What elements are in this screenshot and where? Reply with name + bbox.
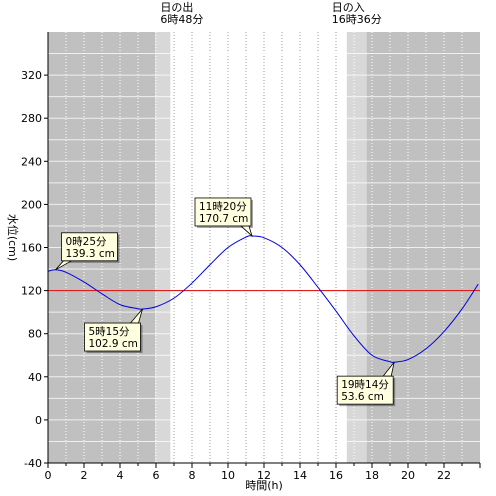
sunrise-header: 日の出 6時48分 (160, 0, 203, 26)
callout-time: 11時20分 (199, 201, 247, 213)
callout-box (84, 322, 141, 352)
y-axis-label: 水位(cm) (6, 214, 20, 261)
callout-value: 53.6 cm (341, 391, 384, 403)
callout-time: 19時14分 (341, 379, 389, 391)
x-tick-label: 22 (437, 469, 451, 482)
y-tick-labels: -40 0 40 80 120 160 200 240 280 320 (21, 69, 42, 470)
y-tick-label: 80 (28, 328, 42, 341)
x-tick-label: 2 (81, 469, 88, 482)
x-tick-label: 6 (153, 469, 160, 482)
callout-value: 170.7 cm (199, 213, 248, 225)
callout-box (61, 232, 118, 262)
sunrise-label: 日の出 (160, 0, 193, 14)
x-tick-label: 12 (257, 469, 271, 482)
x-tick-label: 10 (221, 469, 235, 482)
callout-box (194, 197, 252, 227)
y-tick-label: 280 (21, 112, 42, 125)
x-tick-label: 8 (189, 469, 196, 482)
x-tick-label: 0 (45, 469, 52, 482)
callout-time: 0時25分 (66, 236, 108, 248)
sunset-time: 16時36分 (332, 13, 382, 26)
sunset-label: 日の入 (332, 1, 365, 14)
callout-value: 102.9 cm (89, 338, 138, 350)
x-tick-label: 4 (117, 469, 124, 482)
x-tick-label: 14 (293, 469, 307, 482)
y-tick-label: 40 (28, 371, 42, 384)
y-tick-label: 120 (21, 285, 42, 298)
y-tick-label: -40 (24, 457, 42, 470)
y-tick-label: 240 (21, 155, 42, 168)
y-tick-label: 320 (21, 69, 42, 82)
y-tick-label: 0 (35, 414, 42, 427)
sunset-header: 日の入 16時36分 (332, 1, 382, 26)
callout-value: 139.3 cm (66, 248, 115, 260)
x-tick-label: 18 (365, 469, 379, 482)
x-tick-labels: 0 2 4 6 8 10 12 14 16 18 20 22 (45, 469, 452, 482)
axes (44, 32, 481, 468)
callout-time: 5時15分 (89, 326, 131, 338)
y-tick-label: 200 (21, 198, 42, 211)
callout-box (336, 375, 394, 405)
x-tick-label: 16 (329, 469, 343, 482)
y-tick-label: 160 (21, 242, 42, 255)
x-axis-label: 時間(h) (245, 479, 283, 492)
sunrise-time: 6時48分 (160, 13, 203, 26)
x-tick-label: 20 (401, 469, 415, 482)
